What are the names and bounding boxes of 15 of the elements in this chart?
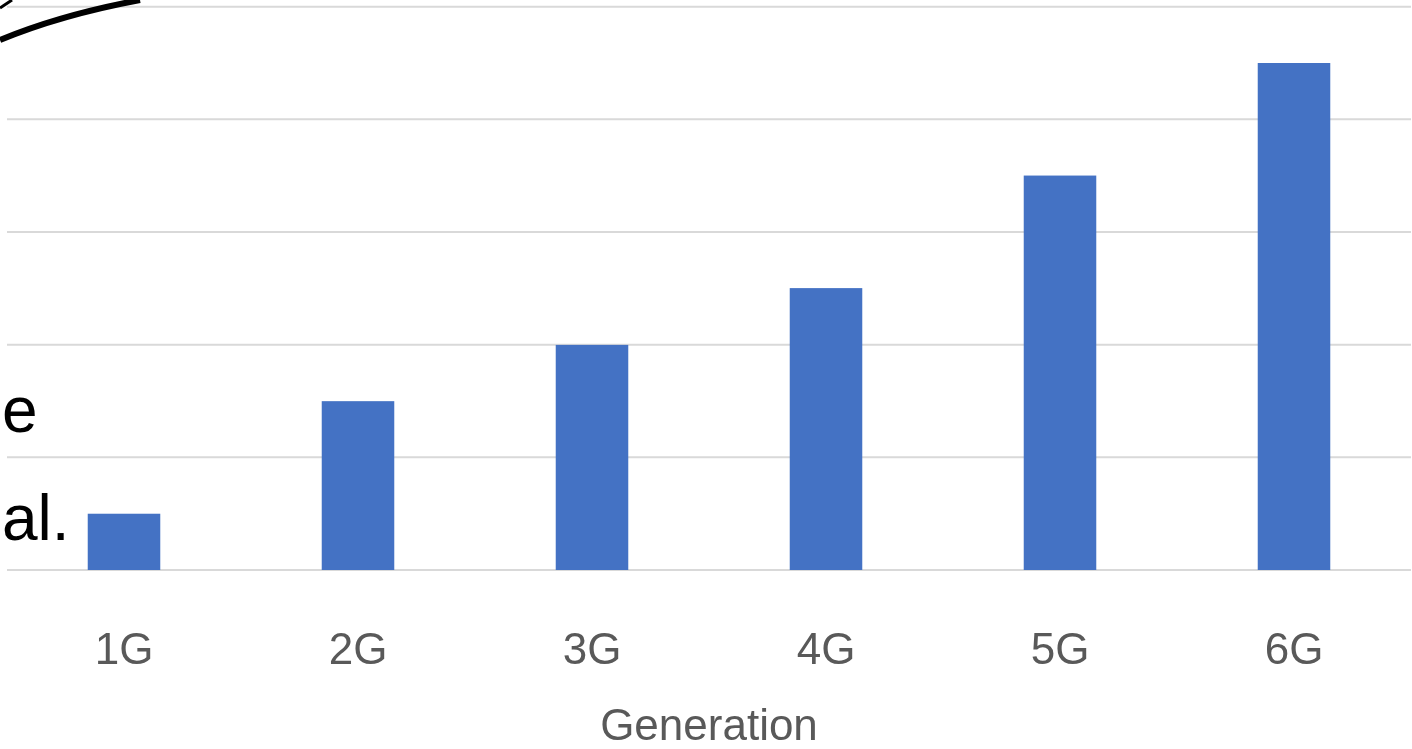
x-tick-label: 2G [328,624,388,673]
bar [1257,63,1331,570]
x-axis-title: Generation [600,700,818,749]
x-tick-label: 4G [796,624,856,673]
bar [555,344,629,570]
x-tick-label: 5G [1030,624,1090,673]
x-tick-label: 3G [562,624,622,673]
x-tick-label: 6G [1264,624,1324,673]
x-tick-label: 1G [94,624,154,673]
bar [321,401,395,570]
annotation: e [2,374,38,446]
bar [789,288,863,570]
annotation: al. [2,482,70,554]
bar [87,513,161,570]
bar [1023,175,1097,570]
